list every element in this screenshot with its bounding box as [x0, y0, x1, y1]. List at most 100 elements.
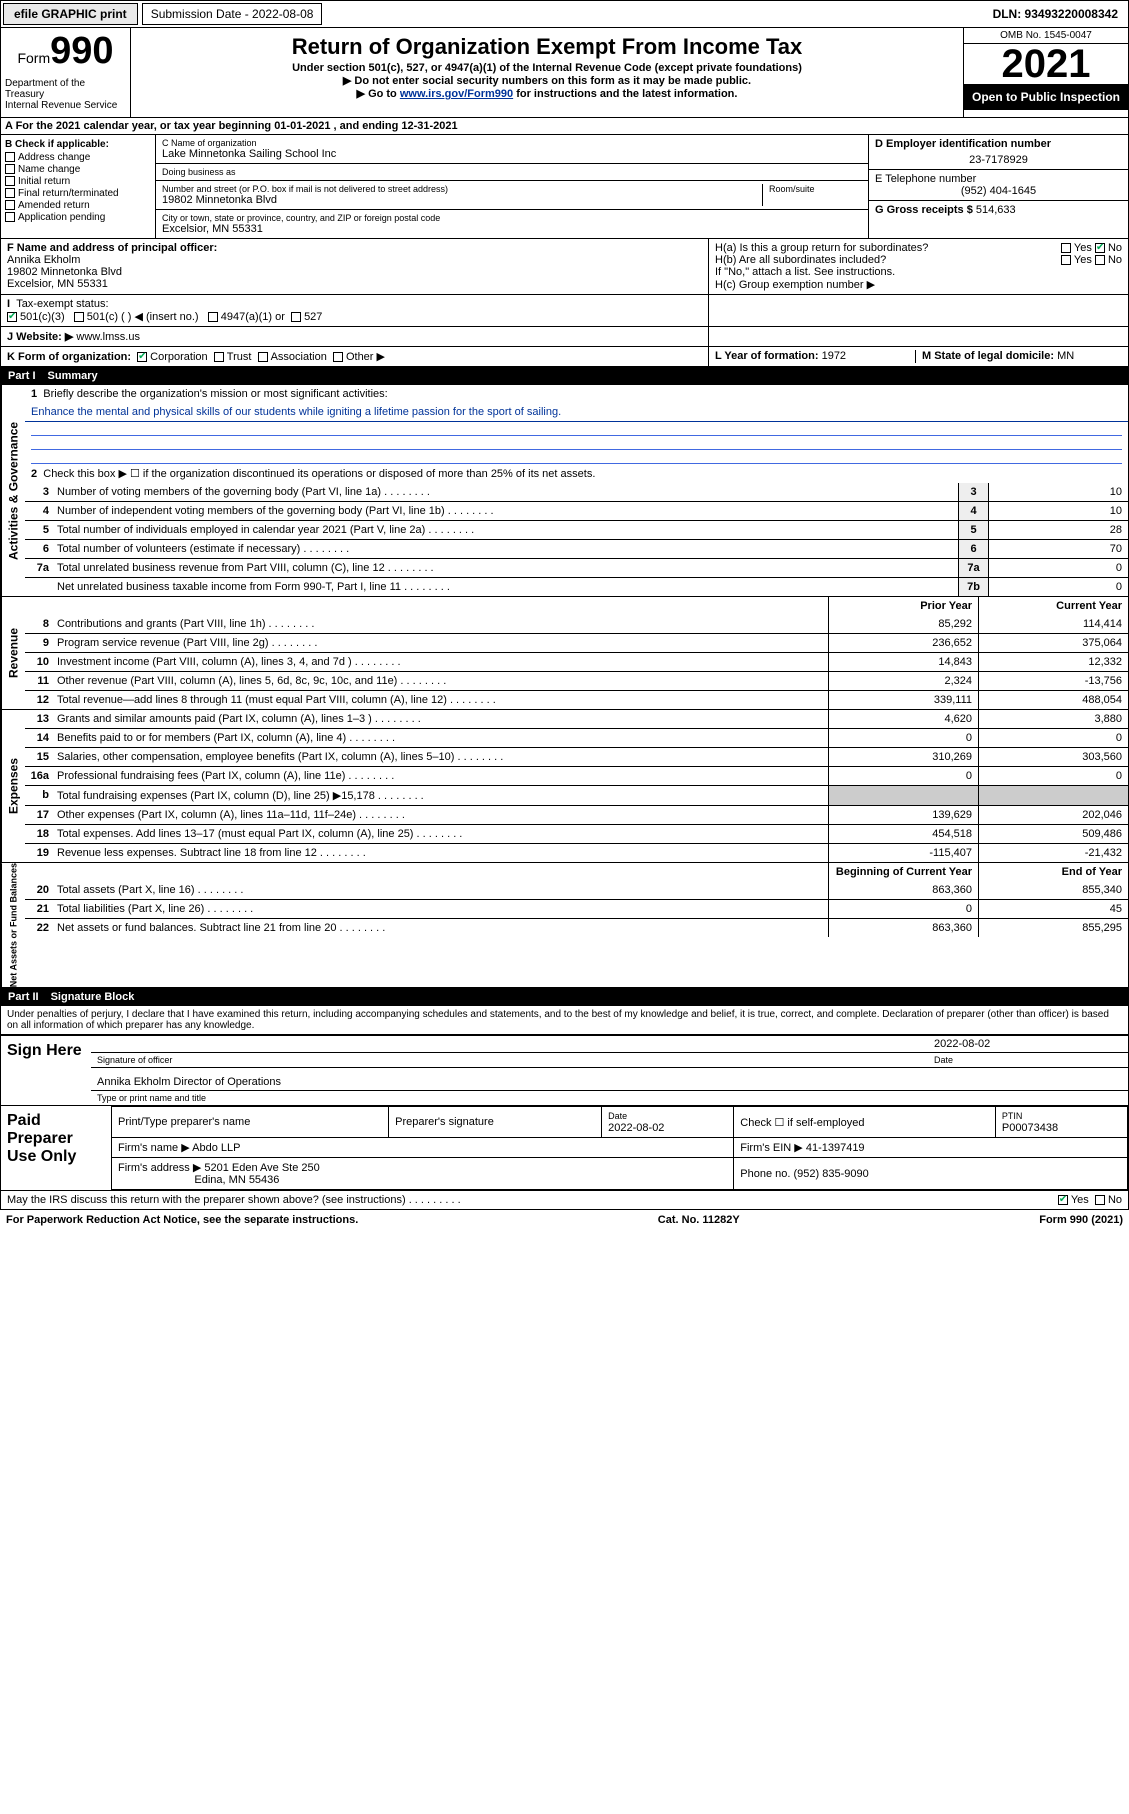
- opt-trust: Trust: [227, 351, 252, 363]
- row-fh: F Name and address of principal officer:…: [0, 239, 1129, 295]
- 527-check[interactable]: [291, 312, 301, 322]
- city-label: City or town, state or province, country…: [162, 213, 862, 223]
- section-revenue: Revenue Prior Year Current Year 8Contrib…: [0, 597, 1129, 710]
- phone-label: E Telephone number: [875, 173, 1122, 185]
- form-number-box: Form990 Department of the Treasury Inter…: [1, 28, 131, 117]
- tax-status-label: Tax-exempt status:: [16, 298, 108, 310]
- tax-year: 2021: [964, 44, 1128, 84]
- summary-line: 18Total expenses. Add lines 13–17 (must …: [25, 824, 1128, 843]
- row-j: J Website: ▶ www.lmss.us: [0, 327, 1129, 347]
- ha-label: H(a) Is this a group return for subordin…: [715, 242, 928, 254]
- preparer-label: Paid Preparer Use Only: [1, 1106, 111, 1190]
- colb-item[interactable]: Amended return: [5, 200, 151, 211]
- open-inspection: Open to Public Inspection: [964, 84, 1128, 110]
- row-a-taxyear: A For the 2021 calendar year, or tax yea…: [0, 118, 1129, 135]
- col-c-org: C Name of organization Lake Minnetonka S…: [156, 135, 868, 238]
- summary-line: 15Salaries, other compensation, employee…: [25, 747, 1128, 766]
- officer-addr1: 19802 Minnetonka Blvd: [7, 266, 122, 278]
- colb-item[interactable]: Address change: [5, 152, 151, 163]
- addr-label: Number and street (or P.O. box if mail i…: [162, 184, 762, 194]
- eoy-header: End of Year: [978, 863, 1128, 881]
- subtitle-1: Under section 501(c), 527, or 4947(a)(1)…: [139, 62, 955, 74]
- footer-right: Form 990 (2021): [1039, 1214, 1123, 1226]
- gross-label: G Gross receipts $: [875, 204, 973, 216]
- sidelabel-rev: Revenue: [1, 597, 25, 709]
- colb-item[interactable]: Final return/terminated: [5, 188, 151, 199]
- prep-selfemp: Check ☐ if self-employed: [734, 1107, 996, 1138]
- discuss-yes: Yes: [1071, 1194, 1089, 1206]
- summary-line: 14Benefits paid to or for members (Part …: [25, 728, 1128, 747]
- q2: Check this box ▶ ☐ if the organization d…: [43, 468, 595, 480]
- opt-527: 527: [304, 311, 322, 323]
- opt-501c3: 501(c)(3): [20, 311, 65, 323]
- dba-label: Doing business as: [162, 167, 862, 177]
- ha-no-check[interactable]: [1095, 243, 1105, 253]
- summary-line: 16aProfessional fundraising fees (Part I…: [25, 766, 1128, 785]
- sig-date-label: Date: [928, 1053, 1128, 1067]
- year-box: OMB No. 1545-0047 2021 Open to Public In…: [963, 28, 1128, 117]
- discuss-no-check[interactable]: [1095, 1195, 1105, 1205]
- form-title: Return of Organization Exempt From Incom…: [139, 34, 955, 60]
- firm-label: Firm's name ▶: [118, 1142, 190, 1154]
- part1-title: Summary: [48, 370, 98, 382]
- opt-4947: 4947(a)(1) or: [221, 311, 285, 323]
- discuss-row: May the IRS discuss this return with the…: [0, 1191, 1129, 1210]
- opt-corp: Corporation: [150, 351, 207, 363]
- firm-addr-label: Firm's address ▶: [118, 1162, 201, 1174]
- hb-no-check[interactable]: [1095, 255, 1105, 265]
- colb-item[interactable]: Initial return: [5, 176, 151, 187]
- officer-name: Annika Ekholm: [7, 254, 80, 266]
- 4947-check[interactable]: [208, 312, 218, 322]
- discuss-yes-check[interactable]: [1058, 1195, 1068, 1205]
- summary-line: 6Total number of volunteers (estimate if…: [25, 539, 1128, 558]
- section-expenses: Expenses 13Grants and similar amounts pa…: [0, 710, 1129, 863]
- org-name: Lake Minnetonka Sailing School Inc: [162, 148, 862, 160]
- part2-title: Signature Block: [51, 991, 135, 1003]
- part2-header: Part II Signature Block: [0, 988, 1129, 1006]
- summary-line: Net unrelated business taxable income fr…: [25, 577, 1128, 596]
- preparer-block: Paid Preparer Use Only Print/Type prepar…: [0, 1106, 1129, 1191]
- firm-ein-label: Firm's EIN ▶: [740, 1142, 803, 1154]
- dln: DLN: 93493220008342: [983, 4, 1128, 24]
- firm-ein: 41-1397419: [806, 1142, 865, 1154]
- trust-check[interactable]: [214, 352, 224, 362]
- form-word: Form: [17, 50, 50, 66]
- mission-text: Enhance the mental and physical skills o…: [25, 403, 1128, 422]
- ha-yes-check[interactable]: [1061, 243, 1071, 253]
- hb-no: No: [1108, 254, 1122, 266]
- formorg-label: K Form of organization:: [7, 351, 131, 363]
- summary-line: 17Other expenses (Part IX, column (A), l…: [25, 805, 1128, 824]
- prep-ptin: P00073438: [1002, 1122, 1058, 1134]
- irs-link[interactable]: www.irs.gov/Form990: [400, 88, 513, 100]
- summary-line: 3Number of voting members of the governi…: [25, 483, 1128, 501]
- org-name-label: C Name of organization: [162, 138, 862, 148]
- firm-phone-label: Phone no.: [740, 1168, 790, 1180]
- year-formation: 1972: [822, 350, 846, 362]
- hb-yes-check[interactable]: [1061, 255, 1071, 265]
- sidelabel-na: Net Assets or Fund Balances: [1, 863, 25, 987]
- opt-other: Other ▶: [346, 351, 385, 363]
- colb-item[interactable]: Application pending: [5, 212, 151, 223]
- section-ag: Activities & Governance 1 Briefly descri…: [0, 385, 1129, 597]
- discuss-q: May the IRS discuss this return with the…: [7, 1194, 1058, 1206]
- corp-check[interactable]: [137, 352, 147, 362]
- summary-line: 21Total liabilities (Part X, line 26)045: [25, 899, 1128, 918]
- phone-value: (952) 404-1645: [875, 185, 1122, 197]
- 501c-check[interactable]: [74, 312, 84, 322]
- assoc-check[interactable]: [258, 352, 268, 362]
- prep-h5: PTIN: [1002, 1111, 1023, 1121]
- colb-item[interactable]: Name change: [5, 164, 151, 175]
- officer-addr2: Excelsior, MN 55331: [7, 278, 108, 290]
- prep-h1: Print/Type preparer's name: [112, 1107, 389, 1138]
- hb-label: H(b) Are all subordinates included?: [715, 254, 886, 266]
- blank-line: [31, 422, 1122, 436]
- subtitle-3: ▶ Go to www.irs.gov/Form990 for instruct…: [139, 87, 955, 100]
- prep-h3: Date: [608, 1111, 627, 1121]
- 501c3-check[interactable]: [7, 312, 17, 322]
- footer-left: For Paperwork Reduction Act Notice, see …: [6, 1214, 358, 1226]
- sig-declaration: Under penalties of perjury, I declare th…: [0, 1006, 1129, 1035]
- sign-here-block: Sign Here 2022-08-02 Signature of office…: [0, 1035, 1129, 1106]
- other-check[interactable]: [333, 352, 343, 362]
- efile-button[interactable]: efile GRAPHIC print: [3, 3, 138, 25]
- sign-here-label: Sign Here: [1, 1036, 91, 1105]
